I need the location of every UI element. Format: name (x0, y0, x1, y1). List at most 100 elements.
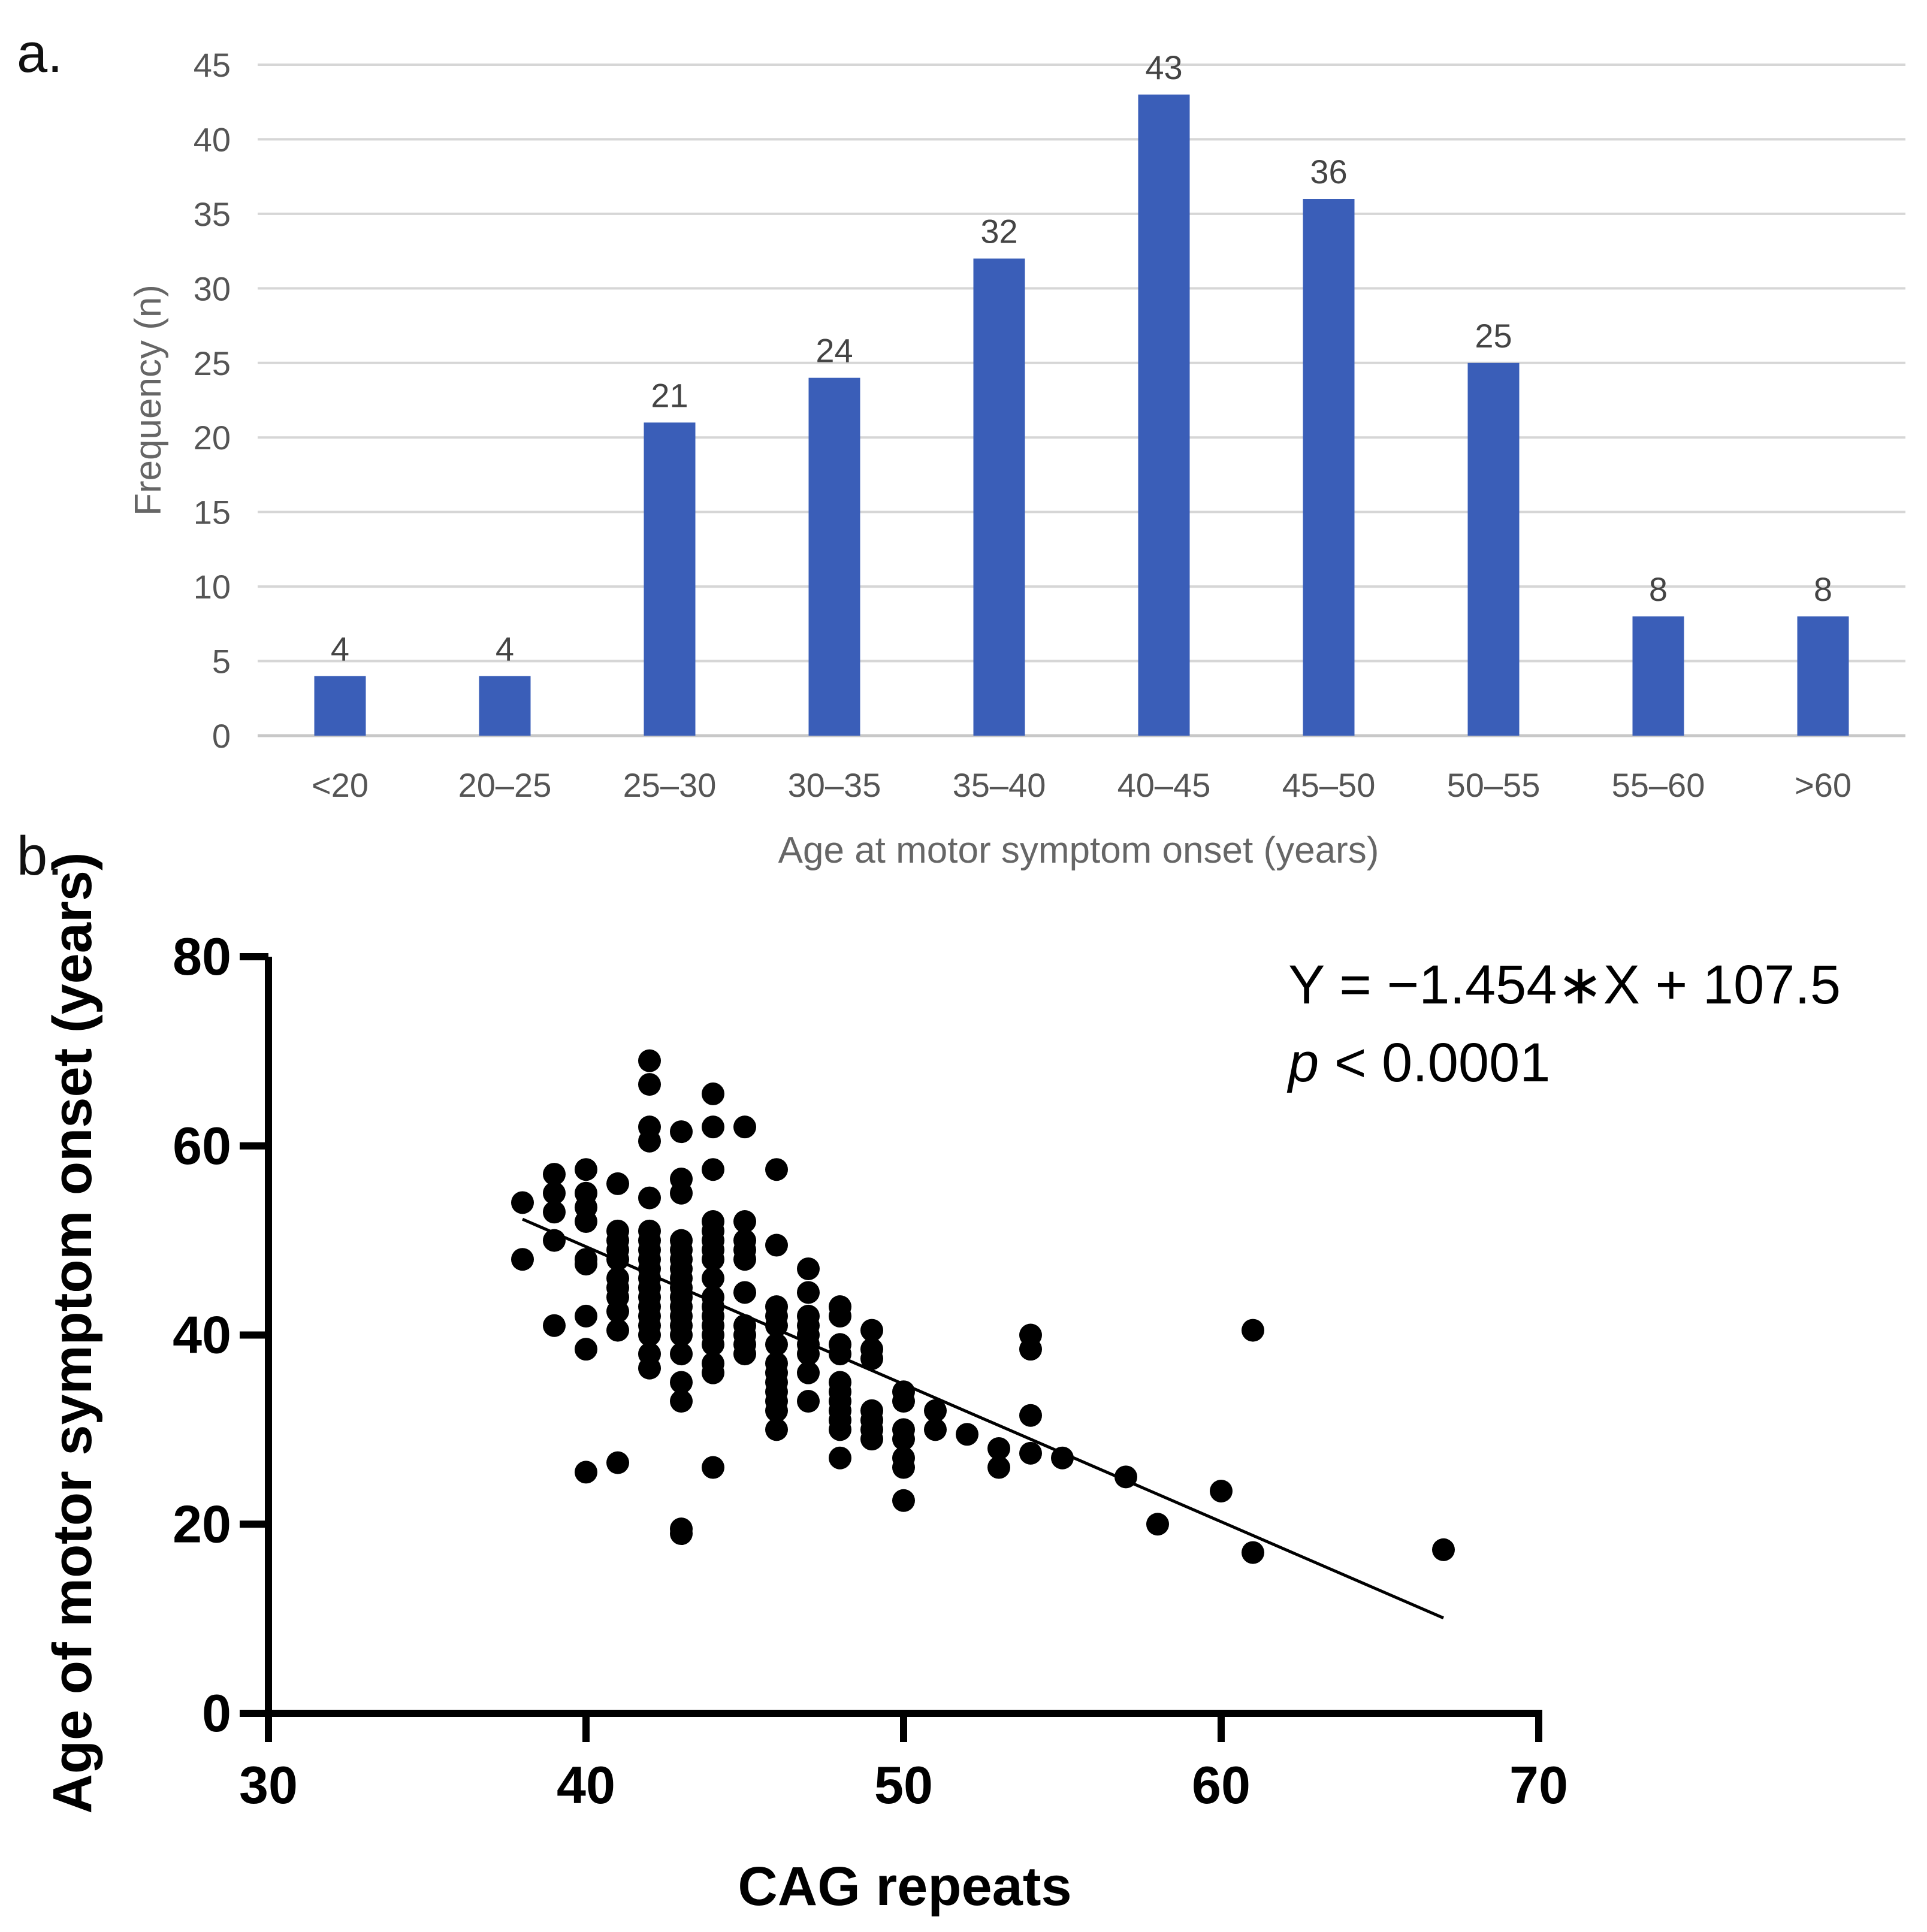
data-point-10 (575, 1210, 597, 1233)
bar-8 (1632, 616, 1684, 736)
data-label-4: 32 (980, 213, 1017, 250)
data-point-142 (956, 1423, 978, 1446)
bar-4 (973, 258, 1025, 736)
data-point-66 (702, 1115, 724, 1139)
data-point-61 (670, 1371, 693, 1394)
data-point-30 (638, 1129, 661, 1153)
data-label-5: 43 (1145, 49, 1182, 86)
x-tick-5: 40–45 (1117, 766, 1211, 804)
y-tick-label-60: 60 (173, 1116, 231, 1175)
x-tick-label-30: 30 (239, 1755, 298, 1815)
bar-0 (314, 676, 366, 736)
data-point-112 (797, 1343, 820, 1366)
x-tick-label-60: 60 (1192, 1755, 1251, 1815)
y-tick-35: 35 (194, 195, 231, 233)
data-point-107 (797, 1281, 820, 1304)
data-point-82 (702, 1456, 724, 1479)
data-point-92 (733, 1343, 756, 1366)
data-point-87 (733, 1248, 756, 1271)
y-tick-10: 10 (194, 568, 231, 606)
data-point-24 (606, 1300, 629, 1323)
x-tick-label-70: 70 (1509, 1755, 1568, 1815)
y-tick-25: 25 (194, 344, 231, 382)
data-point-141 (924, 1418, 947, 1441)
data-point-114 (797, 1390, 820, 1413)
data-point-152 (1210, 1479, 1233, 1502)
data-point-153 (1242, 1319, 1264, 1342)
data-label-7: 25 (1475, 317, 1512, 355)
data-point-65 (702, 1082, 724, 1105)
x-tick-label-40: 40 (557, 1755, 615, 1815)
data-point-149 (1051, 1446, 1074, 1470)
data-point-48 (670, 1181, 693, 1205)
x-tick-9: >60 (1795, 766, 1852, 804)
scatter-y-axis-title: Age of motor symptom onset (years) (42, 852, 103, 1813)
data-point-73 (702, 1266, 724, 1290)
data-point-15 (575, 1461, 597, 1484)
data-point-83 (733, 1115, 756, 1139)
data-label-2: 21 (651, 376, 688, 414)
data-label-3: 24 (815, 332, 853, 370)
data-point-104 (765, 1399, 788, 1422)
data-point-62 (670, 1390, 693, 1413)
data-point-151 (1146, 1513, 1169, 1536)
panel-label-a: a. (17, 23, 63, 84)
data-point-16 (606, 1172, 629, 1195)
scatter-points (511, 1049, 1455, 1564)
data-point-59 (670, 1323, 693, 1347)
bar-3 (808, 377, 860, 736)
y-tick-label-0: 0 (202, 1683, 231, 1743)
bar-chart-grid (258, 64, 1905, 737)
scatter-y-ticks: 0 20 40 60 80 (173, 927, 268, 1743)
data-point-26 (606, 1451, 629, 1474)
data-point-45 (638, 1356, 661, 1380)
p-value-annotation: p < 0.0001 (1286, 1032, 1550, 1093)
scatter-x-ticks: 30 40 50 60 70 (239, 1713, 1568, 1815)
y-tick-5: 5 (212, 643, 231, 681)
bar-2 (644, 422, 696, 736)
y-tick-40: 40 (194, 120, 231, 158)
x-tick-6: 45–50 (1282, 766, 1376, 804)
regression-line (522, 1217, 1444, 1620)
x-tick-7: 50–55 (1447, 766, 1541, 804)
data-point-125 (829, 1446, 851, 1470)
data-point-60 (670, 1343, 693, 1366)
data-point-79 (702, 1333, 724, 1356)
data-point-106 (797, 1257, 820, 1280)
regression-line-group (522, 1217, 1444, 1620)
data-point-72 (702, 1248, 724, 1271)
data-point-27 (638, 1049, 661, 1072)
data-point-67 (702, 1158, 724, 1181)
bar-9 (1797, 616, 1849, 736)
x-tick-2: 25–30 (623, 766, 717, 804)
bar-7 (1467, 362, 1520, 736)
data-point-13 (575, 1304, 597, 1328)
bar-chart-x-ticks: <20 20–25 25–30 30–35 35–40 40–45 45–50 50–55 55… (312, 766, 1852, 804)
data-point-2 (543, 1163, 566, 1186)
p-symbol: p (1286, 1032, 1319, 1093)
data-point-132 (860, 1428, 883, 1451)
data-point-124 (829, 1418, 851, 1441)
data-point-31 (638, 1186, 661, 1210)
data-label-1: 4 (496, 630, 514, 667)
scatter-x-axis-title: CAG repeats (738, 1856, 1071, 1917)
data-point-148 (1019, 1441, 1042, 1465)
data-point-128 (860, 1347, 883, 1370)
data-point-139 (892, 1489, 915, 1512)
data-point-126 (860, 1319, 883, 1342)
x-tick-8: 55–60 (1612, 766, 1705, 804)
bar-1 (479, 676, 531, 736)
bar-5 (1138, 94, 1190, 736)
data-point-155 (1432, 1538, 1455, 1561)
x-tick-4: 35–40 (953, 766, 1046, 804)
data-point-6 (543, 1314, 566, 1337)
data-point-98 (765, 1333, 788, 1356)
data-point-88 (733, 1281, 756, 1304)
data-point-7 (575, 1158, 597, 1181)
data-point-4 (543, 1201, 566, 1224)
x-tick-label-50: 50 (874, 1755, 933, 1815)
data-point-116 (829, 1304, 851, 1328)
y-tick-45: 45 (194, 46, 231, 84)
regression-equation: Y = −1.454∗X + 107.5 (1288, 954, 1841, 1015)
